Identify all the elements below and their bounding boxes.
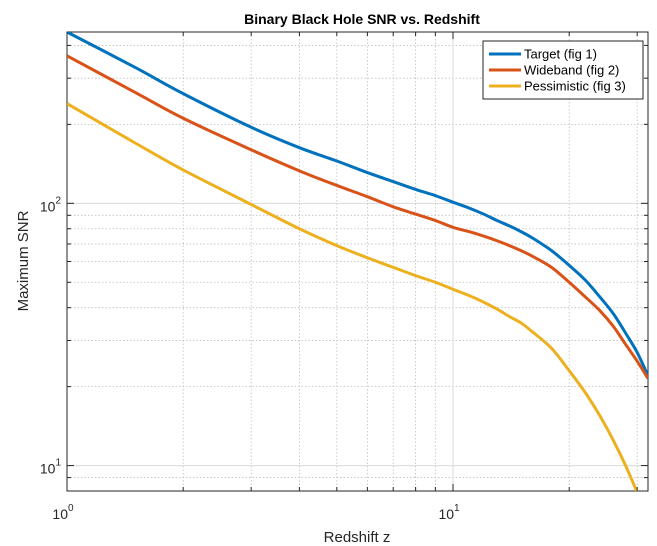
x-tick-label: 101 <box>438 503 460 522</box>
tick-layer: 100 101 101 102 <box>40 32 648 522</box>
series-line-1 <box>67 32 648 377</box>
x-axis-label: Redshift z <box>324 529 391 546</box>
y-tick-label: 102 <box>40 195 62 214</box>
legend-label: Wideband (fig 2) <box>524 63 619 78</box>
series-line-3 <box>67 102 639 491</box>
legend-label: Pessimistic (fig 3) <box>524 79 626 94</box>
series-layer <box>67 32 648 491</box>
grid <box>66 32 648 492</box>
legend-label: Target (fig 1) <box>524 47 597 62</box>
series-line-2 <box>67 54 648 380</box>
legend: Target (fig 1)Wideband (fig 2)Pessimisti… <box>482 40 644 100</box>
y-axis-label: Maximum SNR <box>15 210 32 311</box>
chart-title: Binary Black Hole SNR vs. Redshift <box>244 11 480 27</box>
y-tick-label: 101 <box>40 458 62 477</box>
x-tick-label: 100 <box>52 503 74 522</box>
